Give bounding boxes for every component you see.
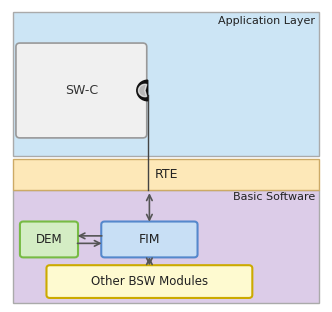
Wedge shape xyxy=(138,84,147,97)
Text: SW-C: SW-C xyxy=(65,84,98,97)
FancyBboxPatch shape xyxy=(101,222,198,257)
FancyBboxPatch shape xyxy=(13,190,319,303)
Text: RTE: RTE xyxy=(154,168,178,181)
Wedge shape xyxy=(137,80,148,101)
Text: FIM: FIM xyxy=(139,233,160,246)
FancyBboxPatch shape xyxy=(20,222,78,257)
FancyBboxPatch shape xyxy=(16,43,147,138)
Text: Basic Software: Basic Software xyxy=(233,192,315,202)
FancyBboxPatch shape xyxy=(46,265,252,298)
FancyBboxPatch shape xyxy=(13,159,319,190)
Text: Other BSW Modules: Other BSW Modules xyxy=(91,275,208,288)
FancyBboxPatch shape xyxy=(13,12,319,156)
Text: Application Layer: Application Layer xyxy=(218,16,315,26)
Text: DEM: DEM xyxy=(36,233,62,246)
